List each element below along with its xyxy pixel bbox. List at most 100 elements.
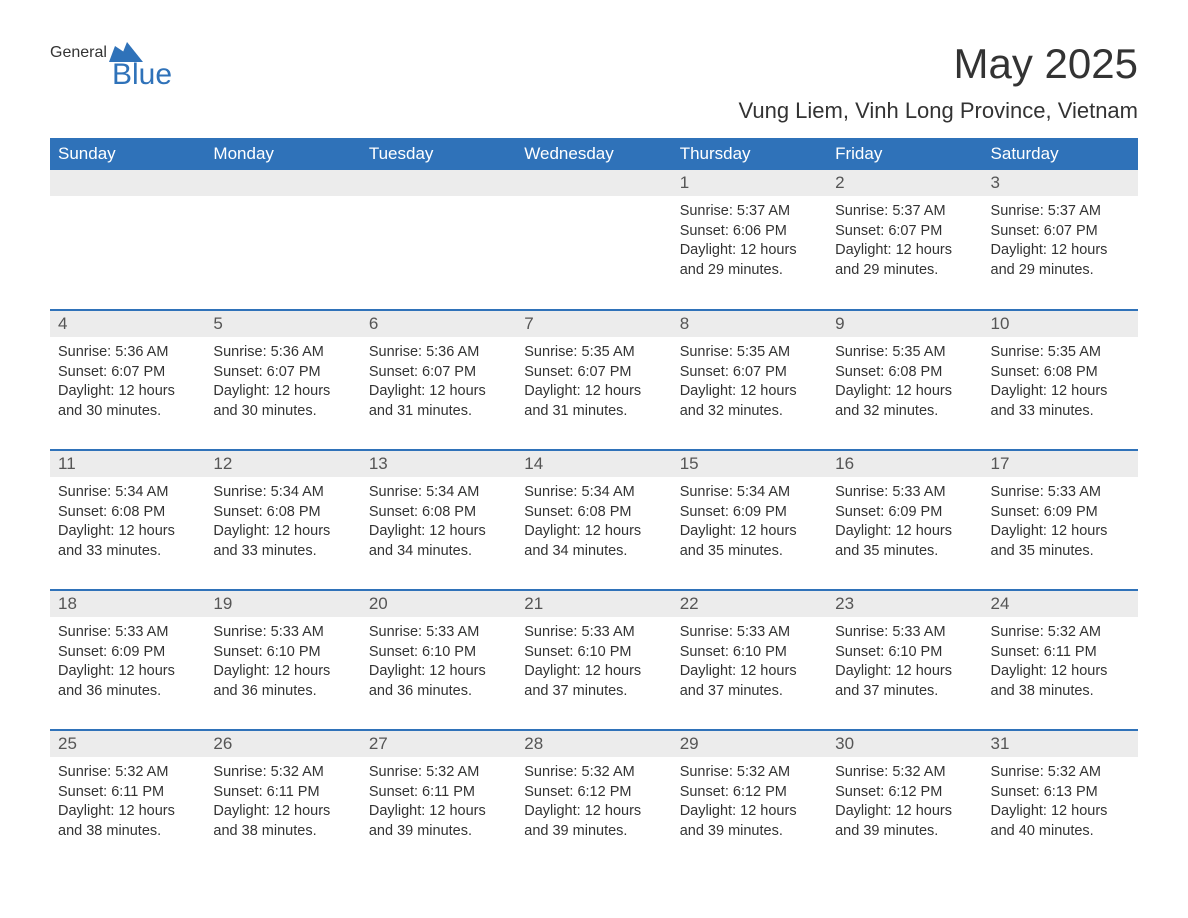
- sunrise-label: Sunrise:: [680, 484, 737, 500]
- calendar-cell: [50, 170, 205, 310]
- calendar-cell: 24Sunrise: 5:32 AMSunset: 6:11 PMDayligh…: [983, 590, 1138, 730]
- sunrise-value: 5:33 AM: [1048, 484, 1101, 500]
- day-body: Sunrise: 5:34 AMSunset: 6:08 PMDaylight:…: [516, 477, 671, 571]
- sunrise-label: Sunrise:: [991, 764, 1048, 780]
- sunset-line: Sunset: 6:06 PM: [680, 222, 819, 242]
- sunrise-value: 5:34 AM: [426, 484, 479, 500]
- sunrise-line: Sunrise: 5:32 AM: [680, 763, 819, 783]
- daylight-line: Daylight: 12 hours and 40 minutes.: [991, 802, 1130, 841]
- sunrise-line: Sunrise: 5:33 AM: [213, 623, 352, 643]
- sunrise-label: Sunrise:: [680, 764, 737, 780]
- calendar-cell: 7Sunrise: 5:35 AMSunset: 6:07 PMDaylight…: [516, 310, 671, 450]
- sunrise-value: 5:32 AM: [892, 764, 945, 780]
- sunset-line: Sunset: 6:10 PM: [524, 643, 663, 663]
- daylight-line: Daylight: 12 hours and 39 minutes.: [524, 802, 663, 841]
- day-number-empty: [205, 170, 360, 196]
- daylight-line: Daylight: 12 hours and 37 minutes.: [680, 662, 819, 701]
- daylight-line: Daylight: 12 hours and 35 minutes.: [835, 522, 974, 561]
- day-body: Sunrise: 5:34 AMSunset: 6:08 PMDaylight:…: [50, 477, 205, 571]
- sunrise-line: Sunrise: 5:36 AM: [58, 343, 197, 363]
- day-number: 31: [983, 731, 1138, 757]
- day-number: 4: [50, 311, 205, 337]
- sunset-line: Sunset: 6:09 PM: [680, 503, 819, 523]
- sunrise-label: Sunrise:: [58, 764, 115, 780]
- sunrise-value: 5:36 AM: [115, 344, 168, 360]
- calendar-cell: 8Sunrise: 5:35 AMSunset: 6:07 PMDaylight…: [672, 310, 827, 450]
- sunrise-value: 5:33 AM: [892, 624, 945, 640]
- day-body: Sunrise: 5:34 AMSunset: 6:08 PMDaylight:…: [205, 477, 360, 571]
- day-body: Sunrise: 5:35 AMSunset: 6:08 PMDaylight:…: [827, 337, 982, 431]
- daylight-line: Daylight: 12 hours and 33 minutes.: [58, 522, 197, 561]
- daylight-line: Daylight: 12 hours and 37 minutes.: [835, 662, 974, 701]
- sunrise-value: 5:36 AM: [271, 344, 324, 360]
- sunrise-value: 5:35 AM: [737, 344, 790, 360]
- sunrise-line: Sunrise: 5:32 AM: [213, 763, 352, 783]
- day-number-empty: [361, 170, 516, 196]
- sunrise-label: Sunrise:: [991, 624, 1048, 640]
- sunset-label: Sunset:: [58, 644, 111, 660]
- day-body: Sunrise: 5:36 AMSunset: 6:07 PMDaylight:…: [50, 337, 205, 431]
- daylight-label: Daylight:: [991, 242, 1051, 258]
- daylight-line: Daylight: 12 hours and 38 minutes.: [58, 802, 197, 841]
- day-body: Sunrise: 5:32 AMSunset: 6:11 PMDaylight:…: [361, 757, 516, 851]
- sunset-line: Sunset: 6:10 PM: [369, 643, 508, 663]
- sunset-label: Sunset:: [213, 504, 266, 520]
- sunset-line: Sunset: 6:08 PM: [524, 503, 663, 523]
- sunrise-value: 5:33 AM: [582, 624, 635, 640]
- daylight-line: Daylight: 12 hours and 39 minutes.: [835, 802, 974, 841]
- sunrise-line: Sunrise: 5:35 AM: [680, 343, 819, 363]
- daylight-line: Daylight: 12 hours and 34 minutes.: [369, 522, 508, 561]
- weekday-header: Tuesday: [361, 138, 516, 170]
- sunset-label: Sunset:: [58, 504, 111, 520]
- day-number: 29: [672, 731, 827, 757]
- sunset-line: Sunset: 6:09 PM: [991, 503, 1130, 523]
- sunset-value: 6:12 PM: [888, 784, 942, 800]
- sunrise-value: 5:32 AM: [582, 764, 635, 780]
- sunset-value: 6:12 PM: [577, 784, 631, 800]
- calendar-table: SundayMondayTuesdayWednesdayThursdayFrid…: [50, 138, 1138, 870]
- sunset-value: 6:10 PM: [267, 644, 321, 660]
- sunrise-line: Sunrise: 5:33 AM: [58, 623, 197, 643]
- day-body: Sunrise: 5:33 AMSunset: 6:10 PMDaylight:…: [827, 617, 982, 711]
- sunset-value: 6:09 PM: [1044, 504, 1098, 520]
- calendar-cell: 31Sunrise: 5:32 AMSunset: 6:13 PMDayligh…: [983, 730, 1138, 870]
- calendar-body: 1Sunrise: 5:37 AMSunset: 6:06 PMDaylight…: [50, 170, 1138, 870]
- sunset-value: 6:07 PM: [888, 223, 942, 239]
- logo: General Blue: [50, 40, 172, 90]
- sunrise-value: 5:34 AM: [115, 484, 168, 500]
- sunrise-line: Sunrise: 5:36 AM: [369, 343, 508, 363]
- calendar-cell: 18Sunrise: 5:33 AMSunset: 6:09 PMDayligh…: [50, 590, 205, 730]
- calendar-cell: 5Sunrise: 5:36 AMSunset: 6:07 PMDaylight…: [205, 310, 360, 450]
- sunrise-value: 5:37 AM: [1048, 203, 1101, 219]
- daylight-label: Daylight:: [58, 803, 118, 819]
- daylight-line: Daylight: 12 hours and 35 minutes.: [680, 522, 819, 561]
- calendar-cell: [205, 170, 360, 310]
- sunrise-line: Sunrise: 5:35 AM: [524, 343, 663, 363]
- calendar-cell: 26Sunrise: 5:32 AMSunset: 6:11 PMDayligh…: [205, 730, 360, 870]
- calendar-cell: [516, 170, 671, 310]
- sunset-label: Sunset:: [835, 644, 888, 660]
- sunset-value: 6:07 PM: [733, 364, 787, 380]
- calendar-cell: 9Sunrise: 5:35 AMSunset: 6:08 PMDaylight…: [827, 310, 982, 450]
- sunset-value: 6:09 PM: [733, 504, 787, 520]
- sunset-line: Sunset: 6:12 PM: [680, 783, 819, 803]
- day-number: 30: [827, 731, 982, 757]
- sunset-line: Sunset: 6:10 PM: [680, 643, 819, 663]
- calendar-cell: 13Sunrise: 5:34 AMSunset: 6:08 PMDayligh…: [361, 450, 516, 590]
- sunrise-label: Sunrise:: [991, 484, 1048, 500]
- day-body: Sunrise: 5:33 AMSunset: 6:10 PMDaylight:…: [205, 617, 360, 711]
- daylight-label: Daylight:: [369, 663, 429, 679]
- sunset-label: Sunset:: [680, 223, 733, 239]
- daylight-label: Daylight:: [680, 242, 740, 258]
- sunrise-label: Sunrise:: [524, 624, 581, 640]
- daylight-label: Daylight:: [213, 523, 273, 539]
- sunset-line: Sunset: 6:11 PM: [58, 783, 197, 803]
- sunrise-line: Sunrise: 5:33 AM: [524, 623, 663, 643]
- daylight-line: Daylight: 12 hours and 39 minutes.: [369, 802, 508, 841]
- daylight-line: Daylight: 12 hours and 37 minutes.: [524, 662, 663, 701]
- sunrise-value: 5:33 AM: [892, 484, 945, 500]
- day-number: 12: [205, 451, 360, 477]
- sunset-value: 6:12 PM: [733, 784, 787, 800]
- sunrise-value: 5:32 AM: [1048, 624, 1101, 640]
- sunset-line: Sunset: 6:08 PM: [835, 363, 974, 383]
